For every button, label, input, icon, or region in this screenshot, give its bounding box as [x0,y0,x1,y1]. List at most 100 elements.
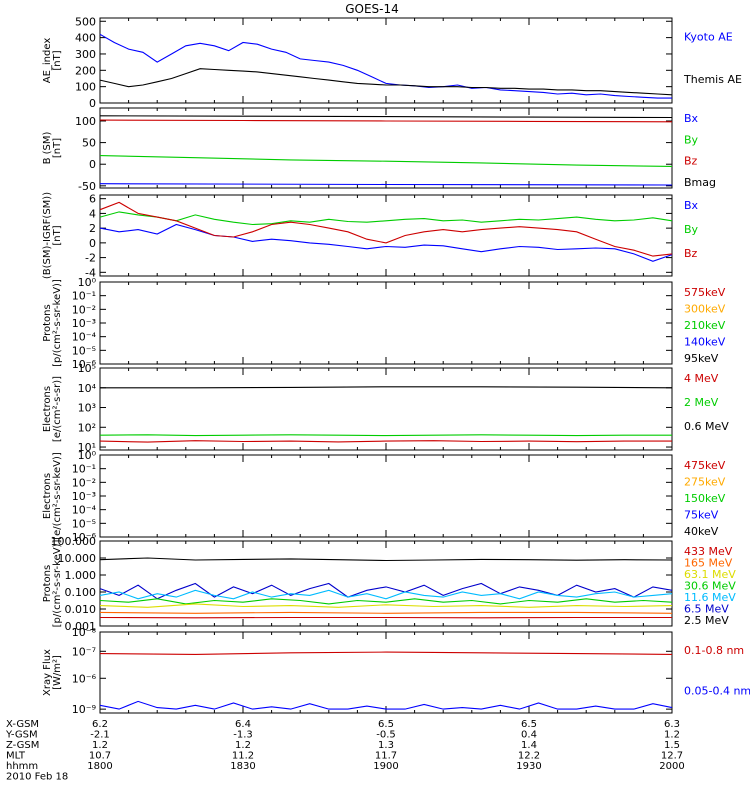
y-tick-label: -2 [85,252,96,265]
legend-entry: 150keV [684,492,726,505]
legend-entry: 0.6 MeV [684,420,729,433]
ephemeris-value: 12.7 [661,751,683,762]
y-tick-label: 6 [89,193,96,206]
y-tick-label: 10⁻³ [72,317,96,330]
panel-frame [99,281,673,365]
panel-7: 100.000 10.000 1.000 0.100 0.010 0.001 Protons… [42,535,736,633]
y-tick-label: 100 [75,81,96,94]
legend-entry: 275keV [684,476,726,489]
y-axis-label: Protons [42,304,53,341]
ephemeris-value: 12.2 [518,751,540,762]
series-line-0-6-mev [100,386,673,389]
ephemeris-value: 1830 [230,761,255,772]
ephemeris-row-label: Z-GSM [6,740,39,751]
y-tick-label: 10.000 [58,552,97,565]
ephemeris-value: 6.3 [664,719,680,730]
ephemeris-value: 11.2 [232,751,254,762]
y-tick-label: 100.000 [51,535,97,548]
y-axis-label: [p/(cm²-s-sr-keV)] [52,279,63,367]
legend-entry: 210keV [684,319,726,332]
y-axis-label: Xray Flux [42,649,53,696]
y-tick-label: 50 [82,137,96,150]
y-tick-label: 200 [75,64,96,77]
series-line-4-mev [99,440,672,443]
y-axis-label: AE_index [42,38,53,84]
legend-entry: 30.6 MeV [684,580,736,593]
y-axis-label: (B(SM)-IGRF(SM)) [42,192,53,279]
legend-entry: 4 MeV [684,372,719,385]
y-tick-label: 10⁻⁴ [72,331,97,344]
series-line-by [99,155,673,167]
y-tick-label: 10⁻⁷ [72,645,96,658]
ephemeris-value: 1930 [516,761,541,772]
series-line-bmag [99,115,673,119]
y-axis-label: Protons [42,565,53,602]
y-axis-label: Electrons [42,473,53,519]
ephemeris-row-label: hhmm [6,761,38,772]
y-axis-label: [p/(cm²-s-sr-keV)] [52,540,63,628]
series-line-11-6-mev [99,589,673,600]
ephemeris-value: 2000 [659,761,684,772]
ephemeris-value: 1900 [373,761,398,772]
figure-title: GOES-14 [345,2,399,16]
y-tick-label: 10⁵ [78,362,96,375]
y-tick-label: 100 [75,115,96,128]
y-tick-label: 10⁻⁶ [72,358,97,371]
ephemeris-value: 6.5 [521,719,537,730]
legend-entry: 475keV [684,459,726,472]
series-line-0-1-0-8-nm [99,651,673,655]
y-axis-label: [e/(cm²-s-sr)] [52,376,63,442]
legend-entry: 575keV [684,286,726,299]
ephemeris-value: 1.2 [664,730,680,741]
legend-entry: 300keV [684,303,726,316]
y-tick-label: 10⁰ [78,276,97,289]
y-tick-label: 0.010 [65,603,97,616]
legend-entry: 433 MeV [684,545,733,558]
ephemeris-value: 11.7 [375,751,397,762]
ephemeris-value: 1800 [87,761,112,772]
y-tick-label: 400 [75,32,96,45]
panel-1: 0 100 200 300 400 500 AE_index [nT] Kyoto AE Them… [42,15,742,110]
legend-entry: 140keV [684,336,726,349]
legend-entry: 2 MeV [684,396,719,409]
series-line-6-5-mev [99,582,673,600]
series-line-0-05-0-4-nm [99,700,673,710]
ephemeris-value: 6.5 [378,719,394,730]
y-tick-label: 10⁻⁴ [72,504,97,517]
y-tick-label: 1.000 [65,569,97,582]
legend-entry: 6.5 MeV [684,603,729,616]
ephemeris-value: 1.2 [92,740,108,751]
legend-entry: Bx [684,199,699,212]
y-tick-label: 4 [89,207,96,220]
ephemeris-value: 1.4 [521,740,537,751]
panel-2: -50 0 50 100 B (SM) [nT] Bx By Bz Bmag [42,107,716,193]
y-tick-label: 0 [89,158,96,171]
ephemeris-value: 0.4 [521,730,537,741]
y-tick-label: 10⁴ [78,382,97,395]
legend-entry: 2.5 MeV [684,614,729,627]
legend-entry: 63.1 MeV [684,568,736,581]
panel-frame [99,367,673,451]
legend-entry: 0.1-0.8 nm [684,644,744,657]
panel-8: 10⁻⁸ 10⁻⁷ 10⁻⁶ 10⁻⁹ Xray Flux [W/m²] 0.1-0.8 n… [42,626,750,716]
y-tick-label: 10⁻¹ [72,290,96,303]
ephemeris-value: -2.1 [90,730,110,741]
legend-entry: By [684,133,699,146]
series-line-63-1-mev [99,603,673,608]
y-tick-label: 10⁻³ [72,490,96,503]
panel-3: -4-2 0 2 46 (B(SM)-IGRF(SM)) [nT] Bx By Bz [42,192,699,280]
y-tick-label: 10⁻⁹ [72,703,96,716]
y-axis-label: [W/m²] [52,655,63,690]
series-line-bz [99,201,673,257]
legend-entry: Bmag [684,176,716,189]
ephemeris-row-label: Y-GSM [5,730,38,741]
legend-entry: 0.05-0.4 nm [684,684,750,697]
series-line-bx [99,223,673,262]
legend-entry: 95keV [684,352,719,365]
series-line-bx [99,183,673,186]
y-tick-label: 10⁻² [72,476,96,489]
